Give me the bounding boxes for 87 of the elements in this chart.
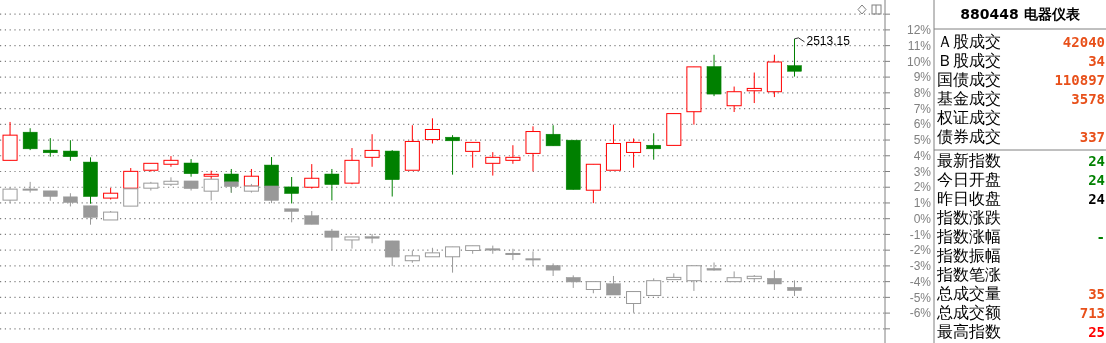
candlestick: [505, 144, 521, 165]
candlestick: [364, 133, 380, 168]
candlestick: [525, 125, 541, 172]
candlestick: [22, 127, 38, 151]
y-tick-label: -2%: [909, 243, 932, 258]
y-tick-label: 8%: [913, 86, 932, 101]
y-tick-label: 4%: [913, 148, 932, 163]
candlestick: [626, 291, 642, 314]
candlestick: [686, 265, 702, 292]
text: 34: [1088, 53, 1105, 69]
y-tick-label: 6%: [913, 117, 932, 132]
candlestick: [606, 275, 621, 296]
y-tick-label: -6%: [909, 306, 932, 321]
category-label: 指数振幅: [936, 246, 1001, 265]
category-label: 债券成交: [937, 127, 1001, 146]
text: 24: [1088, 172, 1105, 188]
candlestick: [284, 176, 299, 204]
text: 24: [1088, 153, 1105, 169]
text: 3578: [1071, 91, 1105, 107]
candlestick: [525, 250, 541, 267]
annotation: 2513.15: [806, 33, 851, 48]
candlestick: [344, 236, 360, 250]
text: 337: [1079, 129, 1105, 145]
y-tick-label: 7%: [913, 101, 932, 116]
candlestick: [746, 72, 762, 104]
text: 880448 电器仪表: [960, 6, 1081, 22]
category-label: 国债成交: [937, 70, 1001, 89]
candlestick: [83, 205, 98, 226]
text: 35: [1088, 286, 1105, 302]
candlestick: [505, 248, 521, 261]
category-label: 基金成交: [937, 89, 1001, 108]
text: 713: [1079, 305, 1105, 321]
category-label: 指数涨跌: [936, 208, 1001, 227]
y-tick-label: 0%: [913, 211, 932, 226]
candlestick: [626, 137, 642, 169]
candlestick: [706, 261, 722, 272]
y-tick-label: -5%: [909, 290, 932, 305]
candlestick: [545, 124, 561, 147]
text: -: [1096, 229, 1105, 245]
candlestick: [465, 141, 481, 169]
candlestick: [384, 240, 400, 267]
y-tick-label: -3%: [909, 259, 932, 274]
candlestick: [364, 233, 380, 244]
y-tick-label: 12%: [906, 23, 932, 38]
category-label: 总成交量: [936, 284, 1001, 303]
candlestick: [485, 151, 501, 177]
y-tick-label: 11%: [907, 38, 932, 53]
candlestick: [726, 270, 742, 283]
text: 25: [1088, 324, 1105, 340]
category-label: Ａ股成交: [937, 32, 1001, 51]
category-label: 权证成交: [936, 108, 1001, 127]
candlestick: [203, 178, 219, 201]
candlestick: [304, 163, 320, 190]
candlestick: [787, 38, 802, 78]
text: 42040: [1062, 34, 1105, 50]
candlestick: [344, 147, 360, 185]
category-label: 总成交额: [936, 303, 1001, 322]
candlestick: [646, 132, 661, 161]
candlestick: [445, 134, 460, 176]
y-tick-label: 5%: [913, 133, 932, 148]
y-tick-label: -4%: [909, 274, 932, 289]
category-label: 今日开盘: [937, 170, 1001, 189]
category-label: 最高指数: [937, 322, 1001, 341]
category-label: 指数涨幅: [936, 227, 1001, 246]
y-tick-label: 10%: [906, 54, 932, 69]
y-tick-label: 2%: [913, 180, 932, 195]
text: 110897: [1054, 72, 1105, 88]
candlestick: [545, 262, 561, 277]
candlestick: [163, 176, 179, 187]
candlestick: [445, 246, 461, 274]
category-label: 指数笔涨: [936, 265, 1001, 284]
candlestick: [324, 168, 340, 201]
y-tick-label: -1%: [909, 227, 932, 242]
candlestick: [163, 155, 179, 168]
text: 24: [1088, 191, 1105, 207]
candlestick: [726, 86, 742, 113]
candlestick: [767, 269, 782, 291]
candlestick: [42, 137, 58, 158]
category-label: Ｂ股成交: [937, 51, 1001, 70]
category-label: 昨日收盘: [937, 189, 1001, 208]
y-tick-label: 9%: [913, 70, 932, 85]
candlestick: [424, 117, 440, 144]
candlestick: [324, 228, 340, 251]
category-label: 最新指数: [937, 151, 1001, 170]
candlestick: [63, 139, 78, 162]
y-tick-label: 3%: [913, 164, 932, 179]
y-tick-label: 1%: [913, 196, 932, 211]
